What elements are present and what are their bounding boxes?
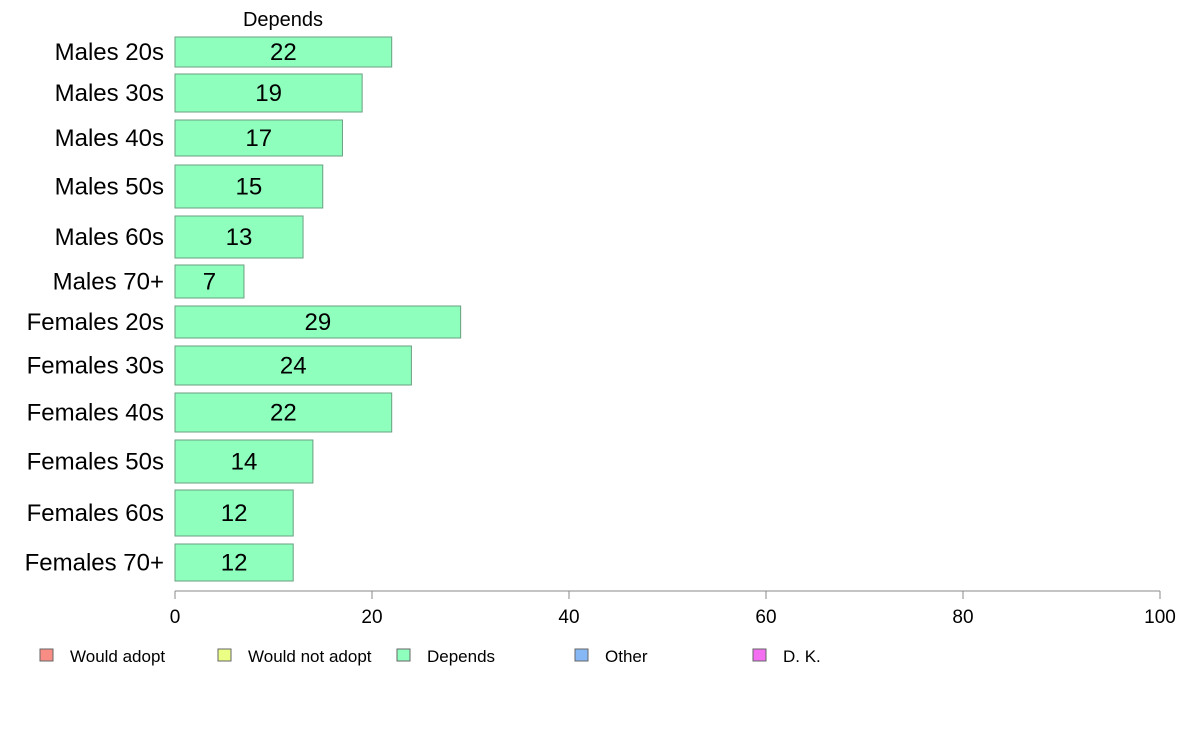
data-label-2: 17	[245, 125, 272, 152]
data-label-8: 22	[270, 400, 297, 427]
data-label-5: 7	[203, 269, 216, 296]
legend-label-3: Other	[605, 647, 648, 666]
x-axis: 0 20 40 60 80 100	[170, 590, 1176, 628]
category-label-2: Males 40s	[55, 125, 164, 152]
x-tick-label-1: 20	[361, 607, 382, 628]
bar-10	[174, 489, 294, 537]
x-tick-label-3: 60	[755, 607, 776, 628]
x-tick-label-2: 40	[558, 607, 579, 628]
legend-label-1: Would not adopt	[248, 647, 372, 666]
category-labels: Males 20s Males 30s Males 40s Males 50s Male…	[25, 39, 164, 577]
data-label-11: 12	[221, 550, 248, 577]
data-label-0: 22	[270, 39, 297, 66]
data-label-6: 29	[304, 309, 331, 336]
bar-1	[174, 73, 363, 113]
bar-0	[174, 36, 393, 68]
category-label-5: Males 70+	[53, 269, 164, 296]
x-tick-label-0: 0	[170, 607, 181, 628]
x-tick-label-4: 80	[952, 607, 973, 628]
legend-swatch-4	[752, 648, 767, 662]
series-title: Depends	[243, 9, 323, 31]
bar-9	[174, 439, 314, 484]
bar-11	[174, 543, 294, 582]
bar-2	[174, 119, 343, 157]
bar-6	[174, 305, 462, 339]
category-label-6: Females 20s	[27, 309, 164, 336]
data-label-7: 24	[280, 353, 307, 380]
legend: Would adopt Would not adopt Depends Other D.…	[39, 647, 821, 666]
legend-swatch-2	[396, 648, 411, 662]
legend-swatch-0	[39, 648, 54, 662]
bar-5	[174, 264, 245, 299]
data-label-1: 19	[255, 80, 282, 107]
category-label-3: Males 50s	[55, 174, 164, 201]
x-tick-label-5: 100	[1144, 607, 1176, 628]
bar-8	[174, 392, 393, 433]
category-label-7: Females 30s	[27, 353, 164, 380]
data-label-10: 12	[221, 500, 248, 527]
category-label-8: Females 40s	[27, 400, 164, 427]
legend-label-2: Depends	[427, 647, 495, 666]
bar-7	[174, 345, 412, 386]
category-label-10: Females 60s	[27, 500, 164, 527]
bar-3	[174, 164, 324, 209]
category-label-1: Males 30s	[55, 80, 164, 107]
data-label-3: 15	[236, 174, 263, 201]
legend-swatch-1	[217, 648, 232, 662]
bars-group: 22 19 17 15 13 7 29 24 22 14 12 12	[174, 36, 462, 582]
data-label-9: 14	[231, 449, 258, 476]
category-label-0: Males 20s	[55, 39, 164, 66]
category-label-11: Females 70+	[25, 550, 164, 577]
legend-label-4: D. K.	[783, 647, 821, 666]
legend-label-0: Would adopt	[70, 647, 165, 666]
category-label-4: Males 60s	[55, 224, 164, 251]
category-label-9: Females 50s	[27, 449, 164, 476]
bar-4	[174, 215, 304, 259]
data-label-4: 13	[226, 224, 253, 251]
legend-swatch-3	[574, 648, 589, 662]
